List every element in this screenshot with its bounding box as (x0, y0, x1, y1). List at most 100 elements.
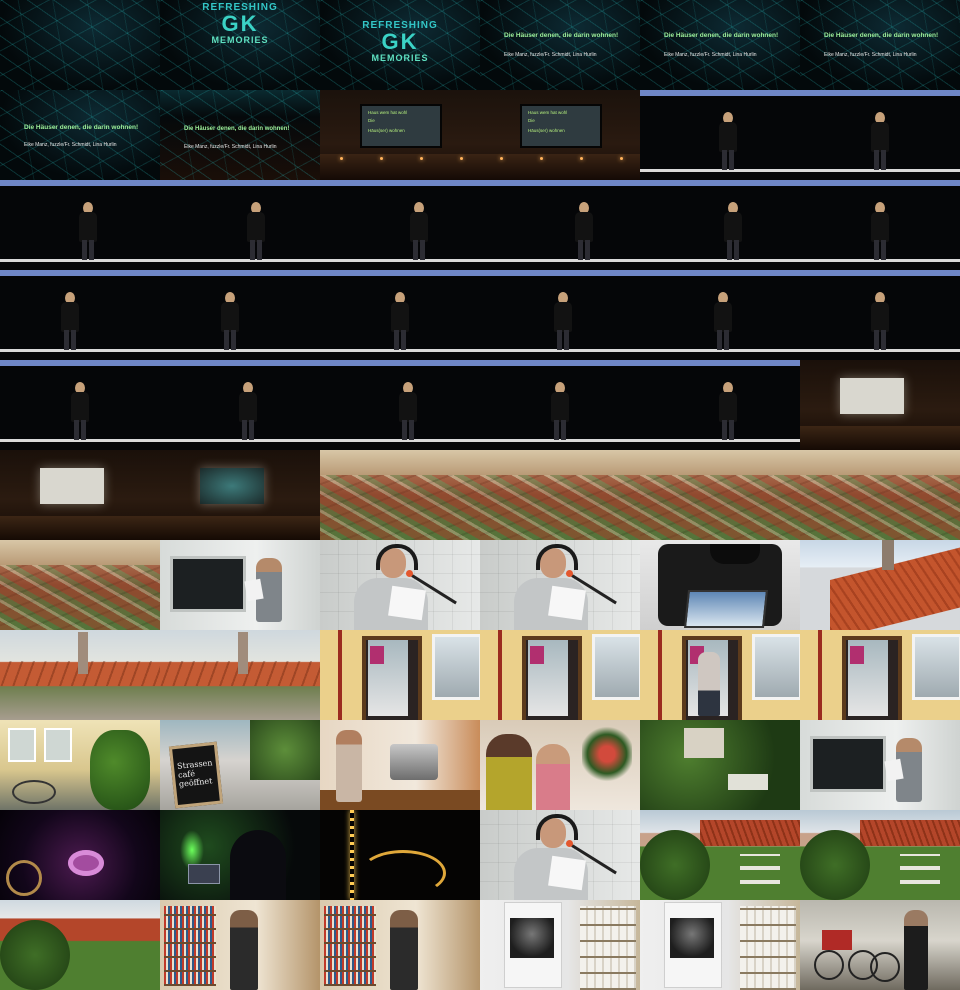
stage-edge (160, 439, 320, 442)
video-frame: Strassen café geöffnet (160, 720, 320, 810)
stage-light-bar (640, 180, 800, 186)
talk-title: Die Häuser denen, die darin wohnen! (184, 126, 290, 132)
dj-silhouette (230, 830, 286, 900)
speaker-body (724, 212, 742, 242)
speaker-legs (722, 150, 734, 170)
stage-light-bar (640, 360, 800, 366)
thumbnail-row (0, 360, 960, 450)
script-paper (388, 585, 426, 621)
video-frame (640, 630, 800, 720)
speaker-head (558, 292, 568, 304)
script-paper (884, 758, 904, 782)
conference-logo: REFRESHING GK MEMORIES (320, 20, 480, 63)
video-frame (800, 360, 960, 450)
chimney (882, 540, 894, 570)
video-frame (800, 90, 960, 180)
speaker-legs (557, 330, 569, 350)
exhibition-photo (670, 918, 714, 958)
video-frame (0, 540, 160, 630)
video-frame: Haus wem hat wohl Die Häus(ser) wohnen (320, 90, 480, 180)
stage-edge (640, 349, 800, 352)
stage-edge (160, 259, 320, 262)
bicycle-wheel (814, 950, 844, 980)
video-frame (160, 900, 320, 990)
video-frame (640, 270, 800, 360)
archive-shelf (740, 906, 796, 990)
light-chain (350, 810, 354, 900)
video-frame: REFRESHING GK MEMORIES (160, 0, 320, 90)
script-paper (548, 855, 586, 891)
video-frame (320, 270, 480, 360)
speaker-head (555, 382, 565, 394)
video-frame (320, 810, 480, 900)
projection-screen (200, 468, 264, 504)
stage-edge (0, 259, 160, 262)
mechanic (904, 910, 928, 990)
logo-mark: GK (221, 11, 259, 36)
speaker-body (247, 212, 265, 242)
archive-shelf (580, 906, 636, 990)
guest (536, 744, 570, 810)
stage-edge (800, 259, 960, 262)
plant (90, 730, 150, 810)
headphones-icon (536, 814, 578, 840)
video-frame (0, 180, 160, 270)
screen-text-line: Die (528, 118, 535, 123)
logo-top-text: REFRESHING (362, 20, 438, 31)
talk-authors: Eike Manz, fuzzle/Fr. Schmidt, Lina Hurl… (664, 52, 757, 58)
speaker-legs (250, 240, 262, 260)
thumbnail-row (0, 630, 960, 720)
speaker-head (83, 202, 93, 214)
tree (0, 920, 70, 990)
stage-light-bar (160, 270, 320, 276)
logo-bottom-text: MEMORIES (371, 53, 429, 63)
video-frame (0, 900, 160, 990)
video-frame (160, 630, 320, 720)
stage-light-bar (480, 360, 640, 366)
speaker-head (251, 202, 261, 214)
projection-screen (840, 378, 904, 414)
video-frame (160, 180, 320, 270)
video-frame (640, 810, 800, 900)
stage-edge (640, 439, 800, 442)
stage-light-bar (640, 90, 800, 96)
video-frame: REFRESHING GK MEMORIES (320, 0, 480, 90)
red-roof (860, 820, 960, 846)
speaker-legs (74, 420, 86, 440)
video-frame (320, 360, 480, 450)
stage-edge (800, 169, 960, 172)
microphone-icon (406, 570, 413, 577)
speaker-head (65, 292, 75, 304)
video-frame (480, 630, 640, 720)
speaker-head (723, 382, 733, 394)
speaker-legs (578, 240, 590, 260)
stage-light-bar (800, 270, 960, 276)
video-frame (160, 540, 320, 630)
screen-text-line: Haus wem hat wohl (368, 110, 408, 115)
stage-light-bar (320, 270, 480, 276)
stage-floor (160, 516, 320, 540)
video-frame (800, 720, 960, 810)
speaker-head (875, 292, 885, 304)
exhibition-photo (510, 918, 554, 958)
video-frame (800, 450, 960, 540)
stage-floor (0, 516, 160, 540)
studio-window (810, 736, 886, 792)
speaker-head (75, 382, 85, 394)
stage-edge (640, 259, 800, 262)
stage-lamp (540, 157, 543, 160)
speaker-head (395, 292, 405, 304)
talk-authors: Eike Manz, fuzzle/Fr. Schmidt, Lina Hurl… (24, 142, 117, 148)
house-window (912, 634, 960, 700)
video-frame (320, 720, 480, 810)
door-poster (850, 646, 864, 664)
speaker-body (410, 212, 428, 242)
speaker-head (579, 202, 589, 214)
speaker-head (225, 292, 235, 304)
speaker-body (551, 392, 569, 422)
speaker-legs (402, 420, 414, 440)
speaker-body (71, 392, 89, 422)
tree (800, 830, 870, 900)
speaker-body (714, 302, 732, 332)
drain-pipe (658, 630, 662, 720)
